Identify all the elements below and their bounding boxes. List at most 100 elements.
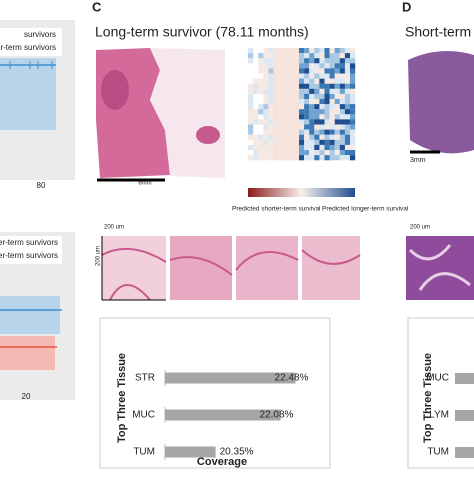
heatmap-cell bbox=[253, 114, 259, 120]
heatmap-cell bbox=[350, 129, 356, 135]
heatmap-cell bbox=[344, 73, 351, 79]
heatmap-cell bbox=[288, 68, 294, 74]
heatmap-cell bbox=[319, 134, 325, 140]
heatmap-cell bbox=[263, 139, 269, 145]
heatmap-cell bbox=[339, 104, 345, 110]
heatmap-cell bbox=[350, 73, 356, 79]
heatmap-cell bbox=[324, 88, 330, 94]
heatmap-cell bbox=[248, 114, 254, 120]
heatmap-cell bbox=[273, 88, 279, 94]
heatmap-cell bbox=[304, 48, 310, 54]
heatmap-cell bbox=[304, 150, 310, 156]
heatmap-cell bbox=[334, 78, 340, 84]
heatmap-cell bbox=[299, 53, 305, 59]
heatmap-cell bbox=[329, 144, 335, 151]
heatmap-cell bbox=[293, 139, 300, 145]
heatmap-cell bbox=[299, 119, 305, 125]
heatmap-cell bbox=[248, 48, 254, 54]
heatmap-cell bbox=[319, 109, 325, 115]
heatmap-cell bbox=[304, 119, 310, 125]
heatmap-cell bbox=[268, 155, 274, 161]
scale-label: 6mm bbox=[138, 181, 151, 187]
heatmap-cell bbox=[309, 119, 315, 125]
heatmap-cell bbox=[268, 58, 274, 64]
heatmap-cell bbox=[304, 68, 310, 74]
heatmap-cell bbox=[334, 150, 340, 156]
heatmap-cell bbox=[268, 144, 274, 151]
heatmap-cell bbox=[324, 129, 330, 135]
heatmap-cell bbox=[334, 144, 340, 151]
heatmap-cell bbox=[304, 63, 310, 69]
heatmap-cell bbox=[344, 124, 351, 130]
heatmap-cell bbox=[273, 68, 279, 74]
value-label: 22.48% bbox=[275, 373, 309, 384]
heatmap-cell bbox=[263, 114, 269, 120]
heatmap-cell bbox=[314, 109, 320, 115]
heatmap-cell bbox=[273, 78, 279, 84]
heatmap-cell bbox=[319, 73, 325, 79]
heatmap-cell bbox=[283, 88, 289, 94]
heatmap-cell bbox=[324, 134, 330, 140]
heatmap-cell bbox=[263, 99, 269, 105]
heatmap-cell bbox=[314, 134, 320, 140]
heatmap-cell bbox=[253, 139, 259, 145]
heatmap-cell bbox=[283, 63, 289, 69]
heatmap-cell bbox=[314, 88, 320, 94]
heatmap-cell bbox=[288, 78, 294, 84]
colorbar-label: Predicted shorter-term survival bbox=[232, 206, 321, 213]
heatmap-cell bbox=[329, 63, 335, 69]
heatmap-cell bbox=[263, 53, 269, 59]
heatmap-cell bbox=[299, 58, 305, 64]
heatmap-cell bbox=[344, 144, 351, 151]
heatmap-cell bbox=[283, 155, 289, 161]
heatmap-cell bbox=[263, 63, 269, 69]
heatmap-cell bbox=[319, 129, 325, 135]
heatmap-cell bbox=[258, 58, 264, 64]
heatmap-cell bbox=[278, 109, 284, 115]
heatmap-cell bbox=[314, 150, 320, 156]
heatmap-cell bbox=[299, 63, 305, 69]
heatmap-cell bbox=[278, 63, 284, 69]
scale-label: 200 um bbox=[410, 225, 430, 231]
heatmap-cell bbox=[288, 119, 294, 125]
heatmap-cell bbox=[278, 104, 284, 110]
heatmap-cell bbox=[334, 88, 340, 94]
heatmap-cell bbox=[278, 124, 284, 130]
heatmap-cell bbox=[248, 58, 254, 64]
heatmap-cell bbox=[258, 63, 264, 69]
heatmap-cell bbox=[350, 134, 356, 140]
heatmap-cell bbox=[304, 83, 310, 89]
heatmap-cell bbox=[304, 93, 310, 100]
heatmap-cell bbox=[344, 58, 351, 64]
heatmap-cell bbox=[309, 99, 315, 105]
heatmap-cell bbox=[288, 129, 294, 135]
heatmap-cell bbox=[344, 150, 351, 156]
heatmap-cell bbox=[350, 48, 356, 54]
heatmap-cell bbox=[299, 88, 305, 94]
heatmap-cell bbox=[248, 88, 254, 94]
tissue-image bbox=[96, 48, 225, 178]
heatmap-cell bbox=[314, 139, 320, 145]
heatmap-cell bbox=[273, 93, 279, 100]
heatmap-cell bbox=[350, 68, 356, 74]
heatmap-cell bbox=[288, 155, 294, 161]
heatmap-cell bbox=[288, 48, 294, 54]
heatmap-cell bbox=[253, 88, 259, 94]
confidence-band bbox=[0, 58, 56, 130]
category-label: TUM bbox=[133, 447, 155, 458]
heatmap-cell bbox=[293, 119, 300, 125]
heatmap-cell bbox=[309, 114, 315, 120]
heatmap-cell bbox=[334, 104, 340, 110]
heatmap-cell bbox=[278, 93, 284, 100]
heatmap-cell bbox=[263, 109, 269, 115]
heatmap-cell bbox=[283, 104, 289, 110]
heatmap-cell bbox=[293, 114, 300, 120]
heatmap-cell bbox=[268, 134, 274, 140]
heatmap-cell bbox=[258, 83, 264, 89]
heatmap-cell bbox=[273, 139, 279, 145]
heatmap-cell bbox=[293, 58, 300, 64]
heatmap-cell bbox=[309, 88, 315, 94]
heatmap-cell bbox=[350, 139, 356, 145]
heatmap-cell bbox=[299, 144, 305, 151]
scale-label: 200 um bbox=[96, 246, 102, 266]
